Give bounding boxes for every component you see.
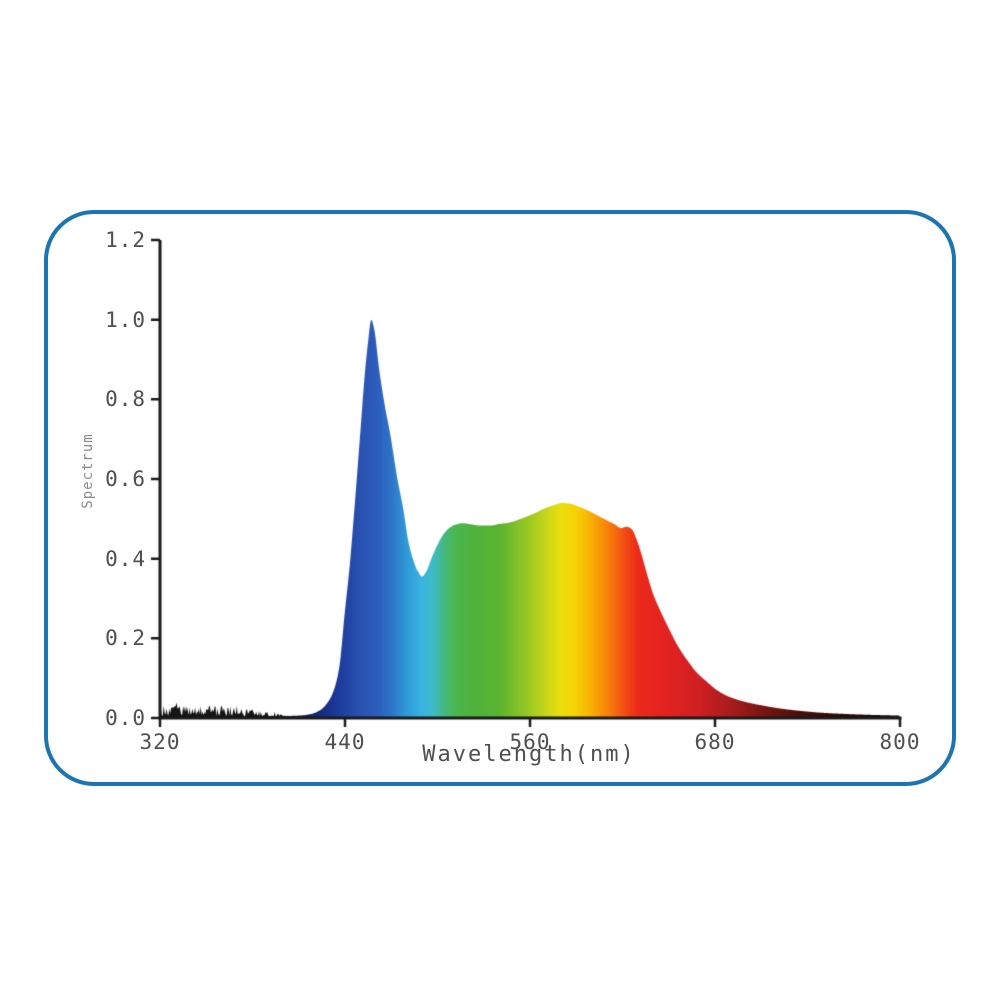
y-tick-label: 0.2 [105, 626, 146, 651]
x-tick-label: 440 [324, 730, 366, 754]
y-tick-label: 0.0 [105, 706, 146, 730]
plot-area: 320 440 560 680 800 0.0 0.2 0.4 0.6 0.8 1.0 1.2 Wav… [48, 214, 952, 782]
y-tick-label: 1.2 [105, 228, 146, 252]
x-tick-label: 680 [694, 730, 736, 754]
spectrum-card: 320 440 560 680 800 0.0 0.2 0.4 0.6 0.8 1.0 1.2 Wav… [44, 210, 956, 786]
y-tick-label: 0.8 [105, 387, 146, 412]
y-axis-title: Spectrum [80, 433, 96, 509]
y-tick-label: 0.6 [105, 467, 146, 491]
x-tick-label: 560 [509, 730, 551, 754]
y-tick-label: 1.0 [105, 307, 146, 332]
spectrum-chart-canvas [48, 214, 952, 782]
x-tick-label: 800 [879, 730, 921, 754]
x-tick-label: 320 [139, 730, 181, 754]
y-tick-label: 0.4 [105, 546, 146, 571]
x-axis-title: Wavelength(nm) [422, 742, 636, 767]
